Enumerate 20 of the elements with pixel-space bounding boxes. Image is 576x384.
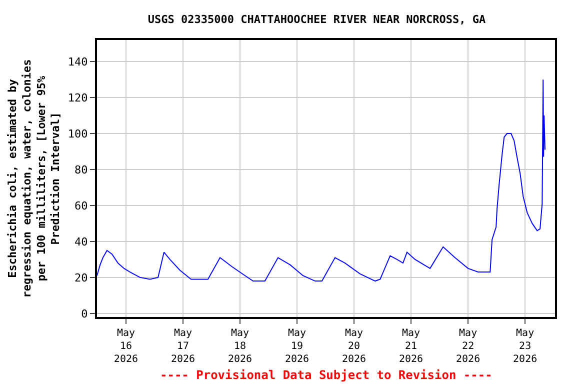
y-axis-title: Escherichia coli, estimated by regression equation, water, colonies per 100 milliliters, [Lower 95% Prediction Interval]	[6, 59, 62, 298]
y-tick-label: 100	[68, 127, 88, 140]
x-tick-label: May 16 2026	[114, 328, 138, 365]
text: ---- Provisional Data Subject to Revision ----	[160, 368, 492, 382]
y-tick-label: 20	[74, 271, 88, 284]
y-tick-label: 0	[81, 307, 88, 320]
y-tick-label: 140	[68, 55, 88, 68]
x-tick-label: May 19 2026	[284, 328, 310, 365]
y-tick-label: 120	[68, 91, 88, 104]
x-tick-label: May 22 2026	[456, 328, 480, 365]
x-tick-label: May 18 2026	[228, 328, 252, 365]
line-series	[97, 79, 546, 282]
x-tick-label: May 23 2026	[513, 328, 538, 365]
x-tick-label: May 17 2026	[170, 328, 196, 365]
x-tick-label: May 21 2026	[398, 328, 424, 365]
y-tick-label: 60	[74, 199, 88, 212]
y-tick-label: 40	[74, 235, 88, 248]
x-tick-label: May 20 2026	[342, 328, 366, 365]
chart-title: USGS 02335000 CHATTAHOOCHEE RIVER NEAR NORCROSS, GA	[148, 13, 486, 26]
y-tick-label: 80	[74, 163, 88, 176]
